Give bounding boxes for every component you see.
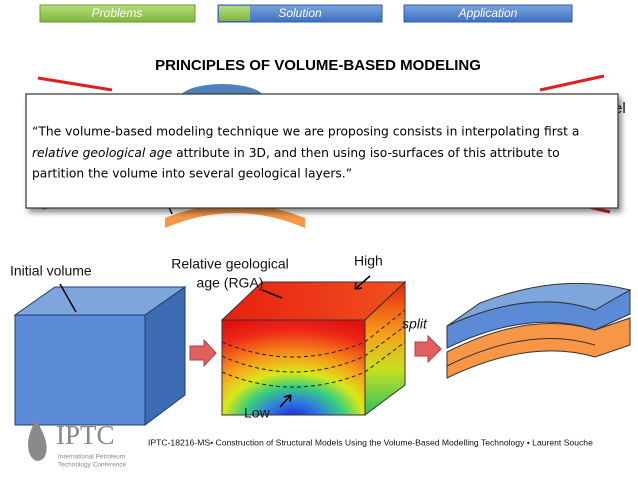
- background-text: el: [614, 100, 626, 117]
- decor-line: [539, 74, 605, 92]
- quote-line: partition the volume into several geolog…: [32, 167, 352, 181]
- rga-label: Relative geological: [171, 256, 289, 272]
- layer-edge: [446, 337, 596, 367]
- pointer: [261, 289, 283, 299]
- quote-line: “The volume-based modeling technique we …: [32, 125, 579, 139]
- layer: [446, 289, 631, 349]
- high-label: High: [354, 253, 383, 269]
- pointer: [59, 283, 77, 313]
- low-label: Low: [244, 405, 271, 421]
- quote-box: [25, 93, 619, 209]
- tab-label[interactable]: Problems: [92, 6, 143, 20]
- initial-label: Initial volume: [10, 263, 92, 279]
- quote-line: relative geological age attribute in 3D,…: [32, 146, 560, 160]
- footer: IPTC-18216-MS• Construction of Structura…: [148, 437, 593, 447]
- split-label: split: [402, 316, 428, 332]
- iso-surface: [221, 309, 406, 358]
- decor-line: [37, 76, 113, 92]
- tab-progress: [219, 6, 250, 21]
- quote-emphasis: relative geological age: [32, 146, 173, 160]
- tab[interactable]: [217, 4, 383, 23]
- decor-shape: [165, 204, 305, 228]
- logo-text: International Petroleum: [58, 454, 125, 461]
- rga-label: age (RGA): [197, 275, 264, 291]
- tab-label[interactable]: Application: [458, 6, 518, 20]
- tab[interactable]: [39, 4, 196, 23]
- quote-text: attribute in 3D, and then using iso-surf…: [172, 146, 560, 160]
- logo-drop: [28, 420, 47, 461]
- box-front: [14, 314, 146, 426]
- logo-name: IPTC: [56, 420, 115, 450]
- iso-surface: [221, 341, 406, 388]
- pointer: [354, 275, 371, 290]
- rga-front: [221, 319, 366, 416]
- iso-surface: [221, 325, 406, 373]
- logo-text: Technology Conference: [58, 462, 127, 469]
- arrow: [189, 338, 217, 368]
- layer: [446, 317, 631, 379]
- arrow: [414, 334, 442, 364]
- tab-label[interactable]: Solution: [278, 6, 322, 20]
- slide-title: PRINCIPLES OF VOLUME-BASED MODELING: [155, 57, 481, 74]
- tab[interactable]: [403, 4, 573, 23]
- pointer: [279, 394, 292, 408]
